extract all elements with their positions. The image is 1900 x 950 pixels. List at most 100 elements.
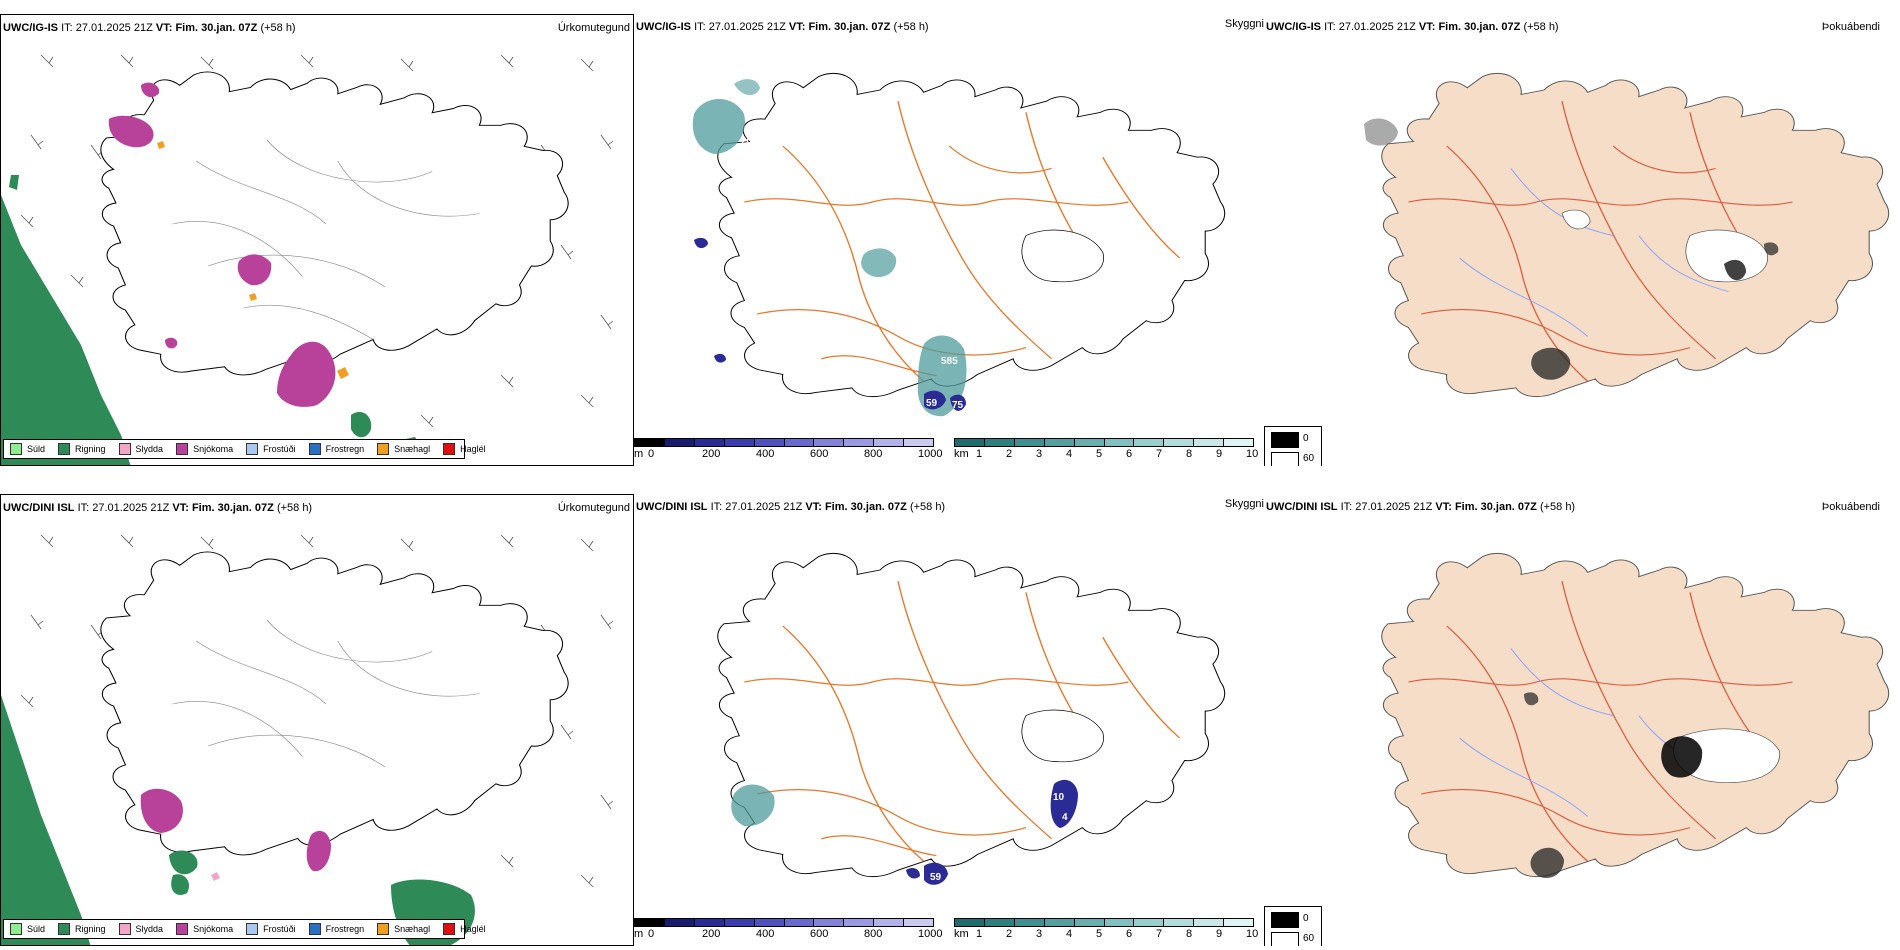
fog-legend: 0 60	[1264, 426, 1322, 466]
colorbar-cell	[1164, 439, 1195, 446]
legend-swatch	[246, 443, 259, 455]
colorbar-tick: 400	[756, 928, 775, 940]
fog-label: 60	[1303, 933, 1315, 944]
legend-swatch	[118, 923, 131, 935]
precip-legend: Súld Rigning Slydda Snjókoma Frostúði Fr…	[3, 919, 486, 939]
colorbar-cell	[1224, 919, 1254, 926]
colorbar-tick: 5	[1096, 448, 1103, 460]
colorbar-unit: m	[634, 928, 644, 940]
fog-heading: Þokuábendi	[1821, 501, 1880, 513]
colorbar-cell	[635, 439, 665, 446]
colorbar-cell	[844, 439, 875, 446]
colorbar-cell	[1164, 919, 1195, 926]
legend-swatch	[246, 923, 259, 935]
colorbar-cell	[1194, 919, 1225, 926]
fog-label: 60	[1303, 453, 1315, 464]
fog-panel-row2: UWC/DINI ISL IT: 27.01.2025 21Z VT: Fim.…	[1264, 494, 1900, 946]
wind-barbs	[20, 534, 614, 888]
cloud-value-label: 585	[941, 356, 958, 367]
legend-item: Súld	[10, 443, 45, 455]
colorbar-unit: m	[634, 448, 644, 460]
colorbar-tick: 6	[1126, 928, 1133, 940]
colorbar-cell	[635, 919, 665, 926]
precip-legend: Súld Rigning Slydda Snjókoma Frostúði Fr…	[3, 439, 486, 459]
colorbar-cell	[984, 439, 1015, 446]
panel-title: UWC/DINI ISL IT: 27.01.2025 21Z VT: Fim.…	[3, 502, 313, 514]
colorbar-m: m 0 200 400 600 800 1000	[634, 918, 944, 946]
colorbar-km: km 1 2 3 4 5 6 7 8 9 10	[954, 918, 1264, 946]
colorbar-cell	[1074, 439, 1105, 446]
legend-item: Rigning	[58, 923, 106, 935]
panel-title: UWC/DINI ISL IT: 27.01.2025 21Z VT: Fim.…	[636, 501, 946, 513]
legend-swatch	[10, 443, 22, 455]
colorbar-cell	[1044, 919, 1075, 926]
legend-swatch	[58, 443, 71, 455]
fog-panel-row1: UWC/IG-IS IT: 27.01.2025 21Z VT: Fim. 30…	[1264, 14, 1900, 466]
fog-map	[1381, 552, 1890, 879]
cloud-value-label: 75	[952, 400, 964, 411]
legend-swatch	[308, 443, 321, 455]
colorbar-tick: 4	[1066, 448, 1073, 460]
cloud-heading: Skyggni	[1224, 18, 1264, 30]
legend-item: Haglél	[443, 923, 486, 935]
colorbar-cell	[754, 439, 785, 446]
colorbar-cell	[874, 439, 905, 446]
colorbar-tick: 5	[1096, 928, 1103, 940]
colorbar-cell	[1014, 919, 1045, 926]
colorbar-tick: 400	[756, 448, 775, 460]
legend-item: Snjókoma	[176, 443, 233, 455]
colorbar-cell	[1104, 439, 1135, 446]
panel-title: UWC/DINI ISL IT: 27.01.2025 21Z VT: Fim.…	[1266, 501, 1576, 513]
colorbar-cells	[954, 918, 1254, 927]
colorbar-cell	[984, 919, 1015, 926]
precip-type-heading: Úrkomutegund	[557, 22, 630, 34]
panel-title: UWC/IG-IS IT: 27.01.2025 21Z VT: Fim. 30…	[1266, 21, 1559, 33]
colorbar-tick: 1000	[918, 928, 943, 940]
colorbar-cell	[664, 919, 695, 926]
colorbar-cell	[1224, 439, 1254, 446]
colorbar-tick: 10	[1246, 928, 1259, 940]
legend-swatch	[377, 443, 390, 455]
fog-legend: 0 60	[1264, 906, 1322, 946]
colorbar-cell	[724, 919, 755, 926]
fog-map	[1364, 72, 1890, 398]
colorbar-unit: km	[954, 928, 969, 940]
precip-type-map	[1, 54, 614, 465]
legend-swatch	[443, 443, 456, 455]
cloud-panel-row2: UWC/DINI ISL IT: 27.01.2025 21Z VT: Fim.…	[634, 494, 1264, 946]
colorbar-cell	[844, 919, 875, 926]
colorbar-tick: 1000	[918, 448, 943, 460]
colorbar-tick: 7	[1156, 928, 1163, 940]
legend-swatch	[443, 923, 456, 935]
legend-swatch	[308, 923, 321, 935]
colorbar-cell	[814, 439, 845, 446]
legend-item: Snjókoma	[176, 923, 233, 935]
colorbar-tick: 200	[702, 928, 721, 940]
cloud-value-label: 59	[930, 872, 942, 883]
legend-item: Snæhagl	[377, 923, 430, 935]
colorbar-cell	[694, 439, 725, 446]
fog-swatch	[1271, 432, 1299, 448]
colorbar-cells	[634, 438, 934, 447]
colorbar-tick: 200	[702, 448, 721, 460]
colorbar-tick: 0	[648, 928, 655, 940]
colorbar-cell	[1194, 439, 1225, 446]
colorbar-tick: 10	[1246, 448, 1259, 460]
legend-swatch	[58, 923, 71, 935]
colorbar-cell	[904, 919, 934, 926]
precip-type-panel-row2: UWC/DINI ISL IT: 27.01.2025 21Z VT: Fim.…	[0, 494, 634, 946]
colorbar-cell	[1074, 919, 1105, 926]
colorbar-unit: km	[954, 448, 969, 460]
colorbar-tick: 800	[864, 448, 883, 460]
colorbar-tick: 9	[1216, 928, 1223, 940]
colorbar-cell	[1014, 439, 1045, 446]
colorbar-m: m 0 200 400 600 800 1000	[634, 438, 944, 466]
colorbar-tick: 1	[976, 928, 983, 940]
legend-swatch	[10, 923, 22, 935]
cloud-heading: Skyggni	[1224, 498, 1264, 510]
legend-swatch	[118, 443, 131, 455]
colorbar-tick: 0	[648, 448, 655, 460]
legend-swatch	[176, 443, 189, 455]
cloud-value-label: 201	[741, 136, 758, 147]
legend-item: Slydda	[118, 923, 163, 935]
